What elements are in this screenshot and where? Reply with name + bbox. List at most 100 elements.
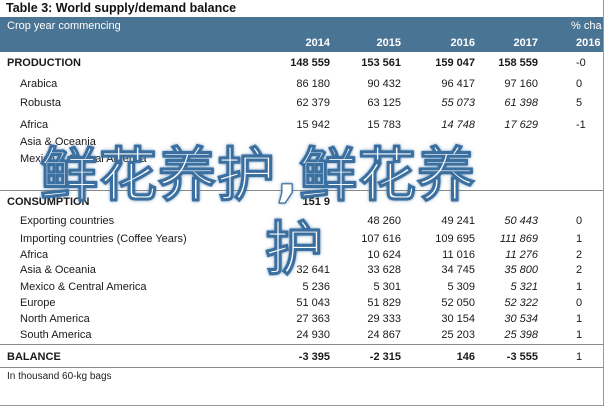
cell: 15 942 [296,119,330,131]
row-label: Exporting countries [20,215,115,227]
cell: 0 [576,297,583,309]
cell: 55 073 [441,97,475,109]
header-left-label: Crop year commencing [7,20,121,32]
section-label: CONSUMPTION [7,196,90,208]
header-year: 2015 [376,37,401,49]
row-label: Arabica [20,78,58,90]
cell: 2 [576,264,583,276]
cell: 30 534 [504,313,538,325]
cell: 15 783 [367,119,401,131]
cell: 51 043 [296,297,330,309]
table-row: Mexico & Central America [0,151,603,168]
cell: -3 395 [298,351,330,363]
row-label: South America [20,329,92,341]
table-row: Africa 15 942 15 783 14 748 17 629 -1 [0,117,603,134]
cell: 51 829 [367,297,401,309]
cell: 1 [576,313,583,325]
footnote: In thousand 60-kg bags [7,371,112,382]
row-label: Mexico & Central America [20,153,147,165]
cell: 159 047 [435,57,475,69]
table-row: Robusta 62 379 63 125 55 073 61 398 5 [0,95,603,112]
cell: 61 398 [504,97,538,109]
cell: 1 [576,329,583,341]
header-year: 2016 [576,37,601,49]
cell: -1 [576,119,586,131]
cell: 1 [576,281,583,293]
cell: 5 321 [510,281,538,293]
section-divider [0,367,603,368]
row-label: Asia & Oceania [20,264,96,276]
table-row: CONSUMPTION 151 9 [0,194,603,211]
cell: 29 333 [367,313,401,325]
cell: 63 125 [367,97,401,109]
cell: -3 555 [506,351,538,363]
section-divider [0,344,603,345]
table-row: Asia & Oceania [0,134,603,151]
cell: 14 748 [441,119,475,131]
cell: 27 363 [296,313,330,325]
cell: 30 154 [441,313,475,325]
cell: 25 203 [441,329,475,341]
row-label: Asia & Oceania [20,136,96,148]
header-year: 2014 [305,37,330,49]
cell: 158 559 [498,57,538,69]
cell: 24 930 [296,329,330,341]
cell: 153 561 [361,57,401,69]
cell: -2 315 [369,351,401,363]
cell: 1 [576,233,583,245]
cell: 111 869 [499,233,538,245]
cell: 11 276 [505,249,538,261]
cell: 90 432 [367,78,401,90]
table-row: South America 24 930 24 867 25 203 25 39… [0,327,603,344]
cell: 5 236 [302,281,330,293]
cell: 17 629 [504,119,538,131]
cell: 10 624 [367,249,401,261]
table-row: Arabica 86 180 90 432 96 417 97 160 0 [0,76,603,93]
cell: 24 867 [367,329,401,341]
cell: 11 016 [442,249,475,261]
row-label: Africa [20,119,49,131]
cell: -0 [576,57,586,69]
cell: 151 9 [302,196,330,208]
cell: 1 [576,351,583,363]
section-label: BALANCE [7,351,61,363]
cell: 86 180 [296,78,330,90]
cell: 49 241 [441,215,475,227]
header-right-label: % cha [571,20,602,32]
cell: 0 [576,215,583,227]
table-row: Europe 51 043 51 829 52 050 52 322 0 [0,295,603,312]
cell: 48 260 [367,215,401,227]
row-label: Mexico & Central America [20,281,147,293]
cell: 148 559 [290,57,330,69]
row-label: Robusta [20,97,61,109]
table-title: Table 3: World supply/demand balance [6,1,237,15]
table-row: Asia & Oceania 32 641 33 628 34 745 35 8… [0,262,603,279]
row-label: Importing countries (Coffee Years) [20,233,187,245]
cell: 32 641 [296,264,330,276]
table-row: BALANCE -3 395 -2 315 146 -3 555 1 [0,349,603,366]
table-row: Mexico & Central America 5 236 5 301 5 3… [0,279,603,296]
cell: 5 [576,97,583,109]
cell: 97 160 [504,78,538,90]
cell: 107 616 [361,233,401,245]
cell: 35 800 [504,264,538,276]
cell: 50 443 [504,215,538,227]
cell: 25 398 [504,329,538,341]
table-row: North America 27 363 29 333 30 154 30 53… [0,311,603,328]
table-row: Importing countries (Coffee Years) 107 6… [0,231,603,248]
table-row: PRODUCTION 148 559 153 561 159 047 158 5… [0,55,603,72]
row-label: Africa [20,249,49,261]
cell: 2 [576,249,583,261]
cell: 62 379 [296,97,330,109]
row-label: North America [20,313,90,325]
cell: 33 628 [367,264,401,276]
cell: 146 [456,351,475,363]
cell: 5 309 [447,281,475,293]
header-year: 2017 [513,37,538,49]
table-row: Africa 10 624 11 016 11 276 2 [0,247,603,264]
row-label: Europe [20,297,56,309]
cell: 52 322 [504,297,538,309]
header-year: 2016 [450,37,475,49]
cell: 96 417 [441,78,475,90]
